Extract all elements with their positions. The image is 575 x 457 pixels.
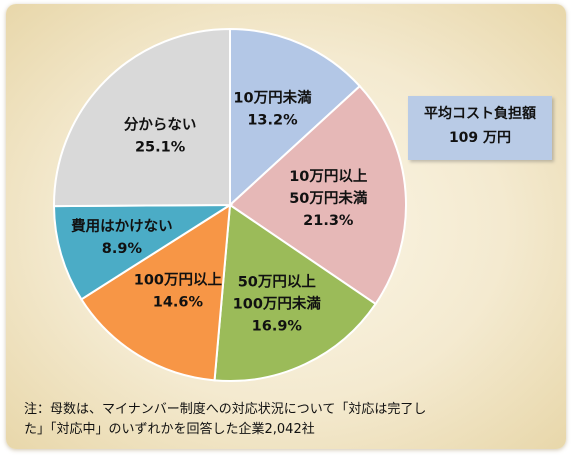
slice-label-5: 費用はかけない 8.9% — [71, 217, 173, 257]
pie-slice-2 — [228, 84, 407, 306]
footnote-line-2: た」「対応中」のいずれかを回答した企業2,042社 — [24, 422, 315, 437]
footnote: 注：母数は、マイナンバー制度への対応状況について「対応は完了し た」「対応中」の… — [24, 400, 559, 440]
slice-label-4: 100万円以上 14.6% — [134, 272, 223, 311]
average-cost-title: 平均コスト負担額 — [424, 106, 536, 122]
slice-label-6: 分からない 25.1% — [124, 117, 197, 156]
pie-chart: 10万円未満 13.2% 10万円以上 50万円未満 21.3% 50万円以上 100万円未… — [52, 27, 407, 382]
pie-slice-4 — [80, 203, 232, 382]
slice-label-1: 10万円未満 13.2% — [233, 88, 312, 128]
average-cost-value: 109 万円 — [448, 130, 512, 146]
pie-slice-3 — [213, 203, 377, 382]
pie-slice-1 — [229, 27, 362, 208]
pie-slice-6 — [52, 27, 231, 208]
chart-frame: 10万円未満 13.2% 10万円以上 50万円未満 21.3% 50万円以上 100万円未… — [6, 4, 566, 449]
pie-slice-5 — [52, 203, 234, 301]
footnote-line-1: 注：母数は、マイナンバー制度への対応状況について「対応は完了し — [24, 402, 427, 417]
slice-label-2: 10万円以上 50万円未満 21.3% — [289, 168, 368, 229]
average-cost-box: 平均コスト負担額 109 万円 — [408, 96, 552, 160]
slice-label-3: 50万円以上 100万円未満 16.9% — [233, 274, 322, 335]
